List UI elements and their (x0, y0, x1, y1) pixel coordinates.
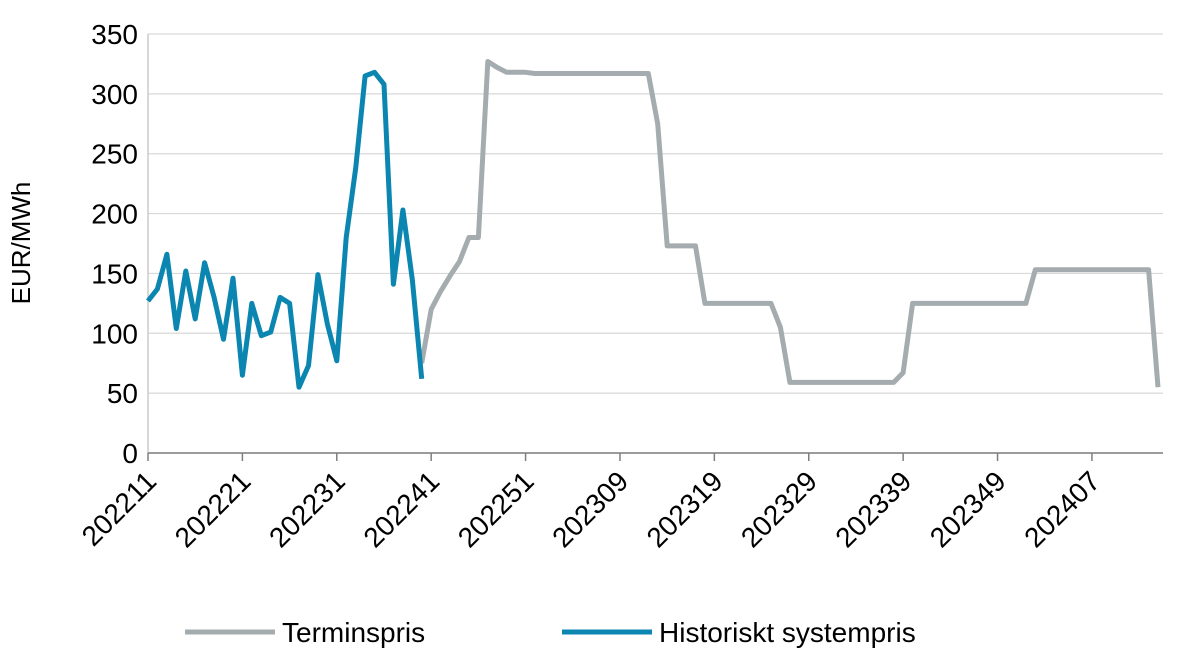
series-line (419, 59, 1161, 388)
x-tick-label: 202309 (546, 465, 634, 553)
x-tick-label: 202241 (357, 465, 445, 553)
legend-label: Historiskt systempris (659, 617, 916, 648)
y-tick-label: 200 (91, 199, 138, 230)
x-tick-label: 202349 (924, 465, 1012, 553)
x-tick-label: 202407 (1018, 465, 1106, 553)
y-tick-label: 150 (91, 258, 138, 289)
y-axis-label: EUR/MWh (6, 182, 36, 305)
y-tick-label: 0 (122, 438, 138, 469)
y-tick-label: 250 (91, 139, 138, 170)
x-tick-label: 202231 (263, 465, 351, 553)
x-tick-label: 202211 (76, 465, 163, 552)
x-tick-label: 202251 (452, 465, 540, 553)
y-tick-label: 50 (107, 378, 138, 409)
x-tick-label: 202329 (735, 465, 823, 553)
legend-label: Terminspris (282, 617, 425, 648)
x-tick-label: 202319 (641, 465, 729, 553)
y-tick-label: 100 (91, 318, 138, 349)
y-tick-label: 350 (91, 19, 138, 50)
series-line (146, 69, 425, 390)
x-tick-label: 202339 (829, 465, 917, 553)
y-tick-label: 300 (91, 79, 138, 110)
x-tick-label: 202221 (169, 465, 257, 553)
